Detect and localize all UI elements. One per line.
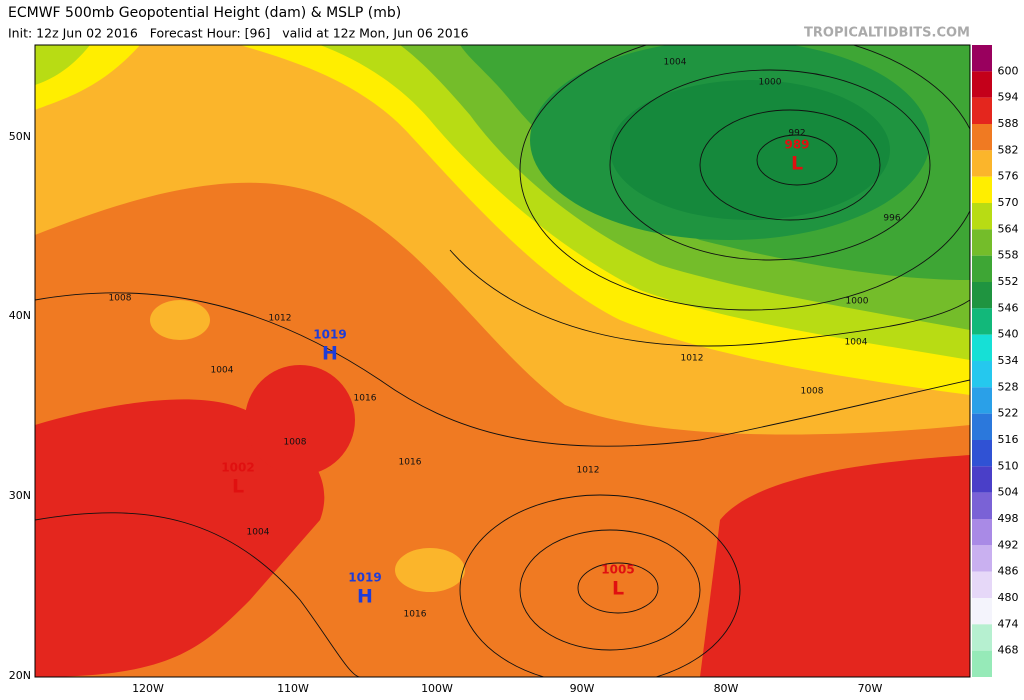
colorbar-swatch: [972, 492, 992, 519]
colorbar-label: 504: [998, 486, 1019, 499]
colorbar-label: 510: [998, 459, 1019, 472]
colorbar-swatch: [972, 150, 992, 177]
longitude-label: 120W: [132, 682, 164, 695]
colorbar-label: 570: [998, 196, 1019, 209]
colorbar-swatch: [972, 71, 992, 98]
isobar-label: 1012: [269, 314, 292, 324]
colorbar-label: 600: [998, 64, 1019, 77]
colorbar-swatch: [972, 45, 992, 72]
colorbar-swatch: [972, 97, 992, 124]
center-letter: H: [357, 586, 373, 608]
longitude-label: 80W: [714, 682, 739, 695]
colorbar-swatch: [972, 176, 992, 203]
colorbar-swatch: [972, 466, 992, 493]
colorbar-label: 582: [998, 143, 1019, 156]
colorbar-label: 594: [998, 91, 1019, 104]
colorbar-label: 468: [998, 644, 1019, 657]
colorbar-label: 528: [998, 380, 1019, 393]
colorbar-swatch: [972, 282, 992, 309]
colorbar-label: 474: [998, 617, 1019, 630]
latitude-label: 30N: [9, 489, 31, 502]
isobar-label: 1008: [109, 294, 132, 304]
colorbar-swatch: [972, 361, 992, 388]
isobar-label: 1004: [247, 528, 270, 538]
isobar-label: 1000: [846, 297, 869, 307]
colorbar-swatch: [972, 650, 992, 677]
colorbar-swatch: [972, 334, 992, 361]
longitude-label: 100W: [421, 682, 453, 695]
isobar-label: 1016: [404, 610, 427, 620]
colorbar-label: 492: [998, 538, 1019, 551]
colorbar-label: 564: [998, 222, 1019, 235]
colorbar-swatch: [972, 255, 992, 282]
map-title: ECMWF 500mb Geopotential Height (dam) & …: [8, 5, 401, 21]
center-letter: L: [232, 476, 244, 498]
colorbar-label: 546: [998, 301, 1019, 314]
latitude-label: 40N: [9, 309, 31, 322]
latitude-label: 20N: [9, 669, 31, 682]
isobar-label: 996: [883, 214, 900, 224]
colorbar-label: 534: [998, 354, 1019, 367]
site-name: TROPICALTIDBITS.COM: [804, 26, 970, 41]
center-letter: H: [322, 343, 338, 365]
colorbar-swatch: [972, 308, 992, 335]
colorbar-label: 522: [998, 407, 1019, 420]
colorbar-label: 480: [998, 591, 1019, 604]
center-value: 1002: [221, 461, 254, 475]
center-letter: L: [612, 578, 624, 600]
colorbar-label: 552: [998, 275, 1019, 288]
isobar-label: 1012: [681, 354, 704, 364]
colorbar-swatch: [972, 203, 992, 230]
isobar-label: 1004: [211, 366, 234, 376]
isobar-label: 1012: [577, 466, 600, 476]
colorbar-label: 540: [998, 328, 1019, 341]
colorbar-swatch: [972, 519, 992, 546]
colorbar-label: 516: [998, 433, 1019, 446]
center-value: 989: [784, 138, 809, 152]
map-subtitle: Init: 12z Jun 02 2016 Forecast Hour: [96…: [8, 26, 469, 41]
longitude-label: 110W: [277, 682, 309, 695]
colorbar-swatch: [972, 571, 992, 598]
colorbar-label: 576: [998, 170, 1019, 183]
center-value: 1005: [601, 563, 634, 577]
center-value: 1019: [348, 571, 381, 585]
colorbar-swatch: [972, 624, 992, 651]
map-frame: [34, 44, 971, 678]
isobar-label: 1000: [759, 78, 782, 88]
height-field: [35, 45, 970, 677]
colorbar-label: 498: [998, 512, 1019, 525]
isobar-label: 1008: [801, 387, 824, 397]
colorbar-swatch: [972, 229, 992, 256]
isobar-label: 1004: [845, 338, 868, 348]
center-letter: L: [791, 153, 803, 175]
colorbar: 600 594 588 582 576 570 564 558 552 546 540 534 528 5…: [972, 45, 1019, 677]
colorbar-swatch: [972, 440, 992, 467]
isobar-label: 1008: [284, 438, 307, 448]
isobar-label: 992: [788, 129, 805, 139]
colorbar-swatch: [972, 124, 992, 151]
center-value: 1019: [313, 328, 346, 342]
colorbar-label: 588: [998, 117, 1019, 130]
isobar-label: 1004: [664, 58, 687, 68]
colorbar-swatch: [972, 545, 992, 572]
latitude-label: 50N: [9, 130, 31, 143]
isobar-label: 1016: [354, 394, 377, 404]
colorbar-swatch: [972, 413, 992, 440]
longitude-label: 70W: [858, 682, 883, 695]
colorbar-label: 486: [998, 565, 1019, 578]
longitude-label: 90W: [570, 682, 595, 695]
colorbar-swatch: [972, 387, 992, 414]
colorbar-label: 558: [998, 249, 1019, 262]
colorbar-swatch: [972, 598, 992, 625]
isobar-label: 1016: [399, 458, 422, 468]
